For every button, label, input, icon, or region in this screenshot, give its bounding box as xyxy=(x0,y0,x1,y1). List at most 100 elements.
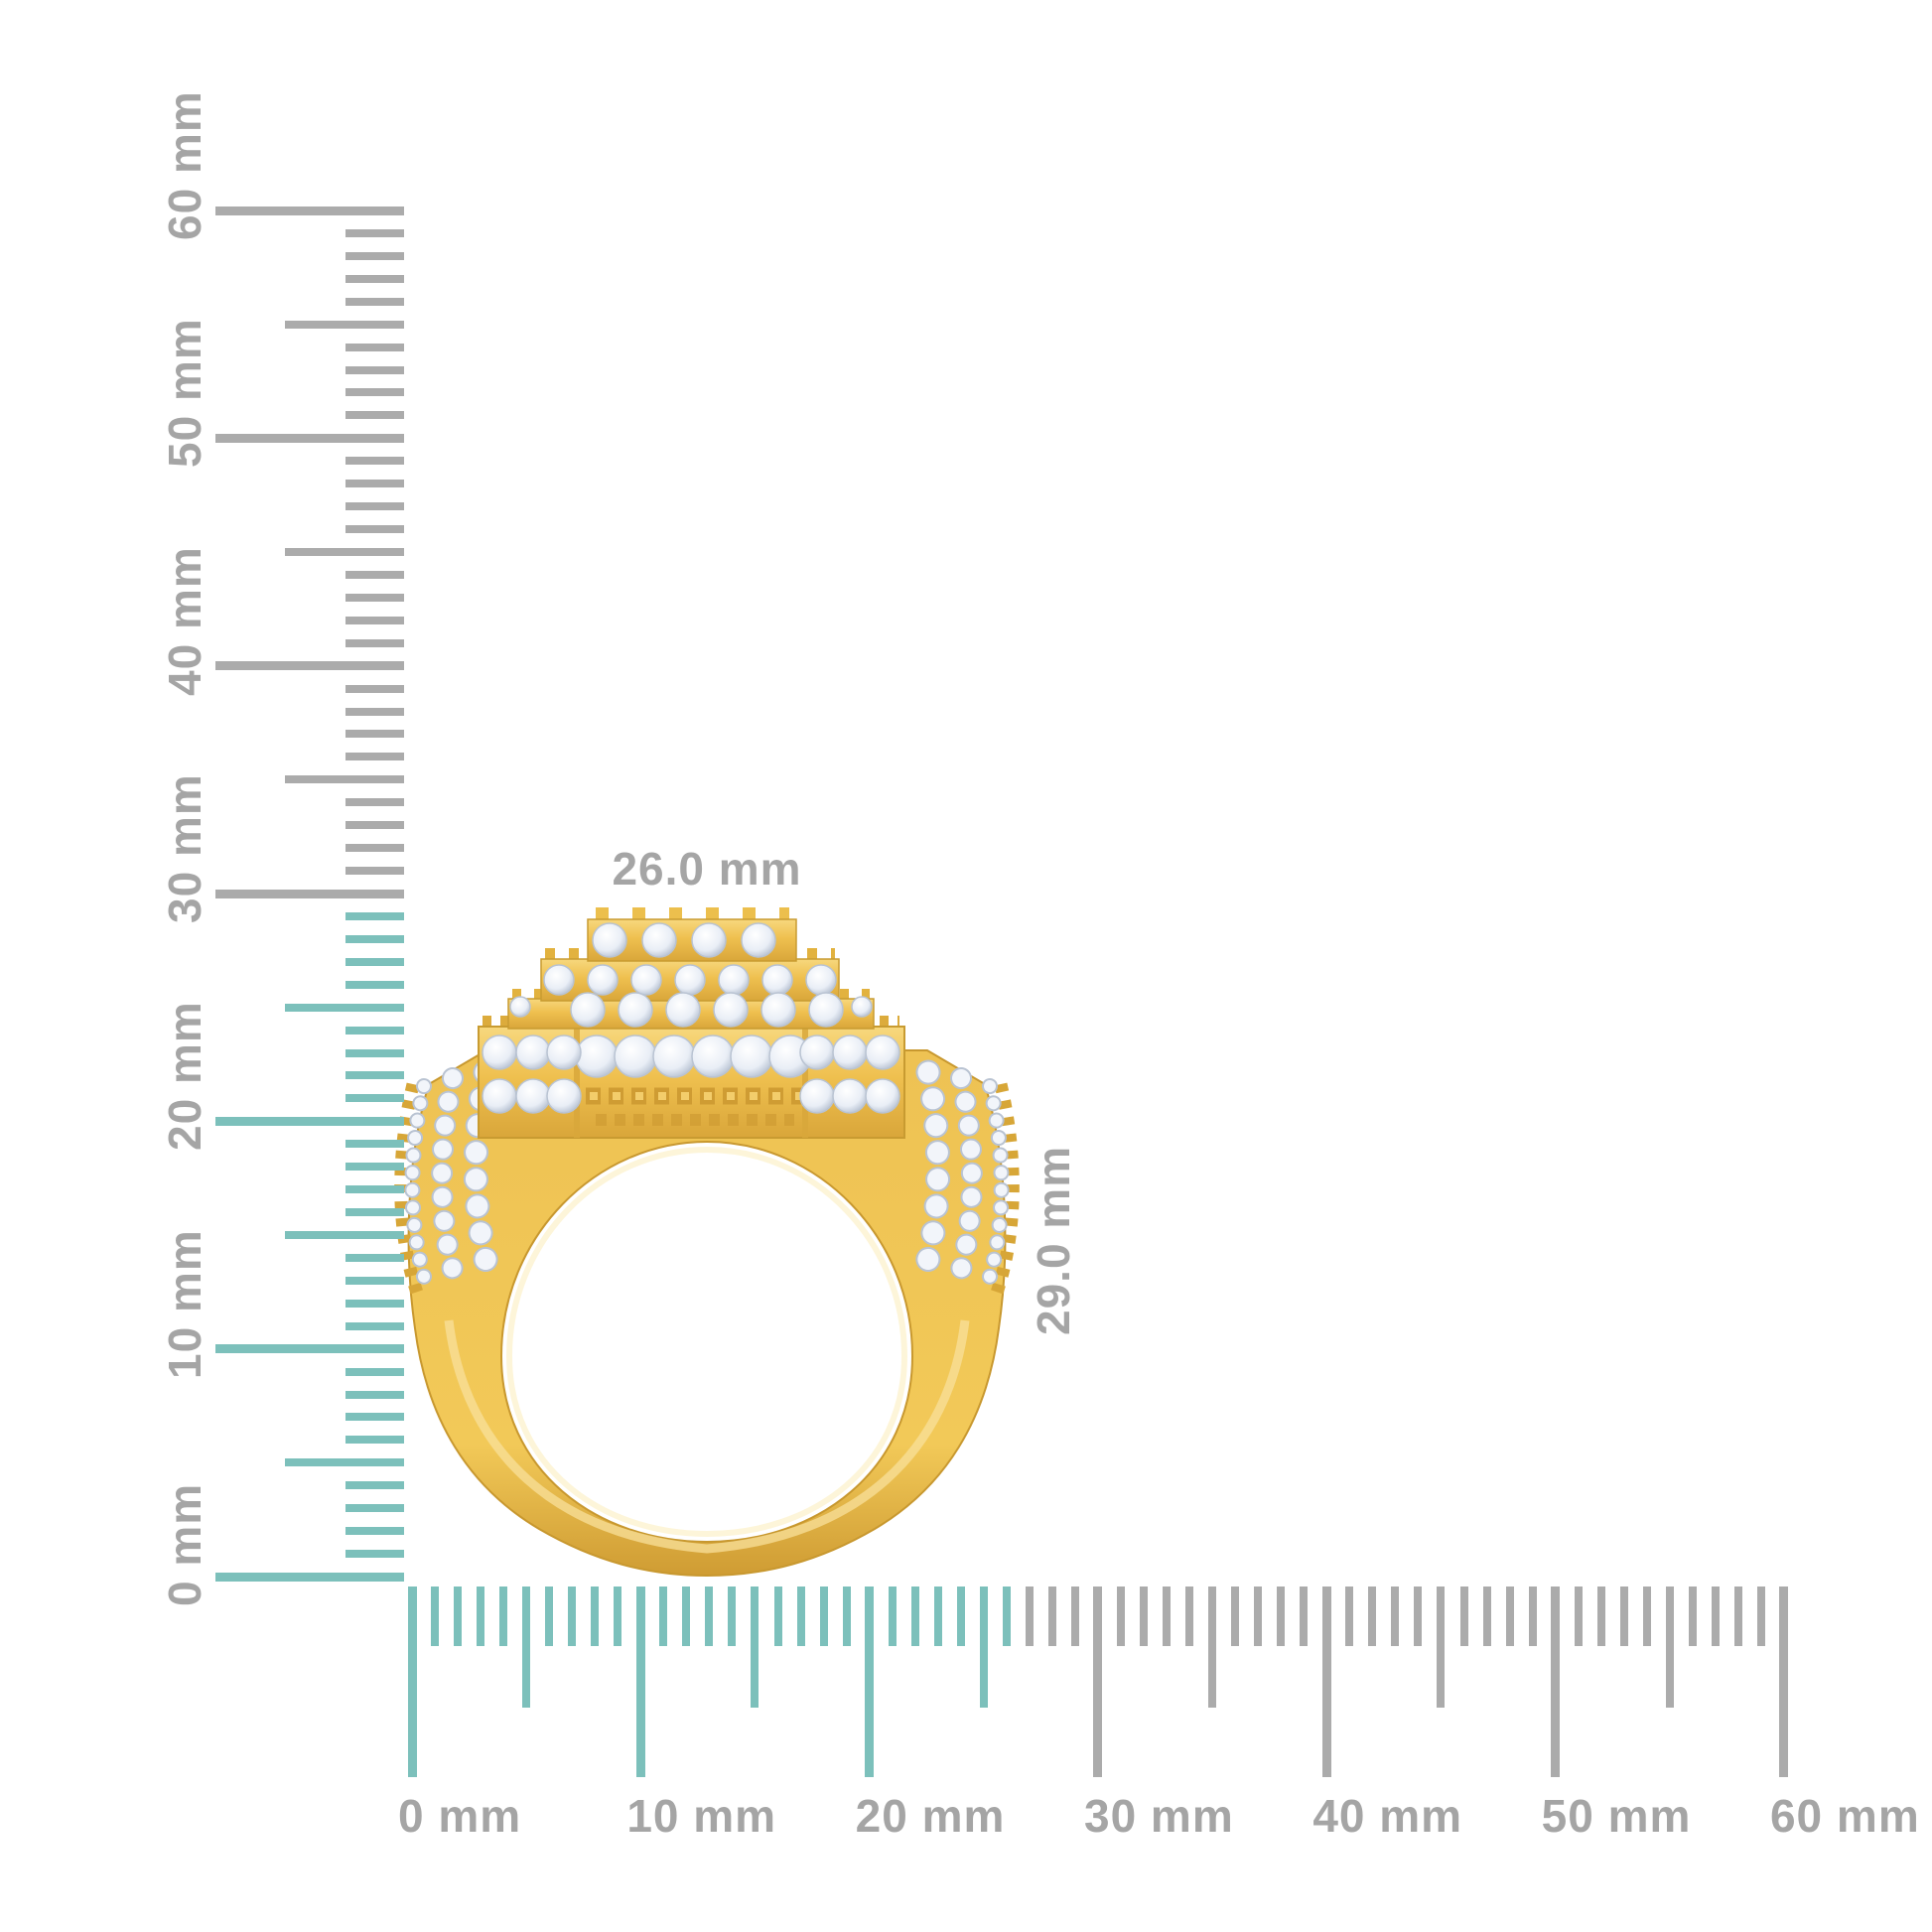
tick-8mm xyxy=(345,1390,404,1399)
tick-40mm xyxy=(1321,1587,1331,1777)
tick-9mm xyxy=(614,1587,622,1646)
tick-1mm xyxy=(345,1550,404,1559)
tick-60mm xyxy=(1779,1587,1789,1777)
tick-41mm xyxy=(345,638,404,647)
tick-2mm xyxy=(345,1527,404,1536)
tick-28mm xyxy=(345,934,404,943)
tick-35mm xyxy=(285,775,404,784)
tick-16mm xyxy=(773,1587,782,1646)
tick-29mm xyxy=(345,911,404,920)
tick-13mm xyxy=(705,1587,714,1646)
tick-50mm xyxy=(1551,1587,1561,1777)
tick-53mm xyxy=(1619,1587,1628,1646)
tick-19mm xyxy=(345,1140,404,1149)
tick-12mm xyxy=(345,1299,404,1308)
tick-16mm xyxy=(345,1208,404,1217)
tick-14mm xyxy=(728,1587,737,1646)
tick-27mm xyxy=(1025,1587,1034,1646)
tick-28mm xyxy=(1047,1587,1056,1646)
tick-26mm xyxy=(345,980,404,989)
tick-7mm xyxy=(568,1587,577,1646)
tick-48mm xyxy=(1505,1587,1514,1646)
tick-45mm xyxy=(1437,1587,1446,1708)
tick-6mm xyxy=(545,1587,554,1646)
tick-58mm xyxy=(1733,1587,1742,1646)
tick-43mm xyxy=(345,593,404,602)
tick-49mm xyxy=(1528,1587,1537,1646)
tick-42mm xyxy=(1368,1587,1377,1646)
tick-49mm xyxy=(345,457,404,466)
tick-22mm xyxy=(345,1071,404,1080)
tick-46mm xyxy=(345,525,404,534)
tick-24mm xyxy=(345,1026,404,1035)
tick-3mm xyxy=(345,1504,404,1513)
tick-30mm xyxy=(1093,1587,1103,1777)
tick-15mm xyxy=(285,1231,404,1239)
tick-47mm xyxy=(345,502,404,511)
tick-54mm xyxy=(1642,1587,1651,1646)
tick-18mm xyxy=(345,1163,404,1172)
tick-55mm xyxy=(285,320,404,329)
tick-59mm xyxy=(345,228,404,237)
tick-17mm xyxy=(345,1185,404,1194)
v-ruler-label-20mm: 20 mm xyxy=(159,1001,210,1152)
tick-31mm xyxy=(1117,1587,1126,1646)
tick-46mm xyxy=(1459,1587,1468,1646)
tick-25mm xyxy=(979,1587,988,1708)
tick-57mm xyxy=(345,274,404,283)
tick-55mm xyxy=(1665,1587,1674,1708)
h-ruler-label-0mm: 0 mm xyxy=(398,1790,522,1842)
tick-0mm xyxy=(215,1572,404,1582)
tick-38mm xyxy=(1277,1587,1286,1646)
tick-60mm xyxy=(215,206,404,215)
v-ruler-label-30mm: 30 mm xyxy=(159,773,210,923)
tick-26mm xyxy=(1002,1587,1011,1646)
tick-20mm xyxy=(865,1587,875,1777)
tick-57mm xyxy=(1711,1587,1720,1646)
tick-24mm xyxy=(956,1587,965,1646)
tick-5mm xyxy=(285,1458,404,1467)
v-ruler-label-60mm: 60 mm xyxy=(159,90,210,241)
h-ruler-label-50mm: 50 mm xyxy=(1541,1790,1692,1842)
tick-30mm xyxy=(215,889,404,898)
h-ruler-label-40mm: 40 mm xyxy=(1312,1790,1463,1842)
tick-45mm xyxy=(285,548,404,556)
tick-40mm xyxy=(215,661,404,671)
tick-3mm xyxy=(477,1587,485,1646)
tick-29mm xyxy=(1070,1587,1079,1646)
tick-15mm xyxy=(751,1587,759,1708)
tick-21mm xyxy=(345,1094,404,1103)
tick-50mm xyxy=(215,433,404,443)
tick-33mm xyxy=(345,821,404,830)
tick-4mm xyxy=(499,1587,508,1646)
v-ruler-label-10mm: 10 mm xyxy=(159,1228,210,1379)
h-ruler-label-20mm: 20 mm xyxy=(855,1790,1006,1842)
tick-58mm xyxy=(345,251,404,260)
tick-23mm xyxy=(933,1587,942,1646)
tick-32mm xyxy=(1140,1587,1149,1646)
tick-44mm xyxy=(1414,1587,1423,1646)
tick-0mm xyxy=(407,1587,417,1777)
tick-59mm xyxy=(1756,1587,1765,1646)
ring-height-dimension-label: 29.0 mm xyxy=(1028,1145,1079,1335)
tick-56mm xyxy=(345,297,404,306)
tick-13mm xyxy=(345,1276,404,1285)
tick-37mm xyxy=(345,730,404,739)
tick-38mm xyxy=(345,707,404,716)
tick-23mm xyxy=(345,1048,404,1057)
tick-11mm xyxy=(659,1587,668,1646)
tick-22mm xyxy=(910,1587,919,1646)
v-ruler-label-0mm: 0 mm xyxy=(159,1482,210,1606)
tick-34mm xyxy=(1185,1587,1194,1646)
tick-37mm xyxy=(1254,1587,1263,1646)
tick-36mm xyxy=(345,753,404,761)
tick-42mm xyxy=(345,616,404,624)
tick-39mm xyxy=(345,684,404,693)
tick-35mm xyxy=(1208,1587,1217,1708)
tick-9mm xyxy=(345,1367,404,1376)
tick-31mm xyxy=(345,867,404,876)
tick-17mm xyxy=(796,1587,805,1646)
tick-19mm xyxy=(842,1587,851,1646)
